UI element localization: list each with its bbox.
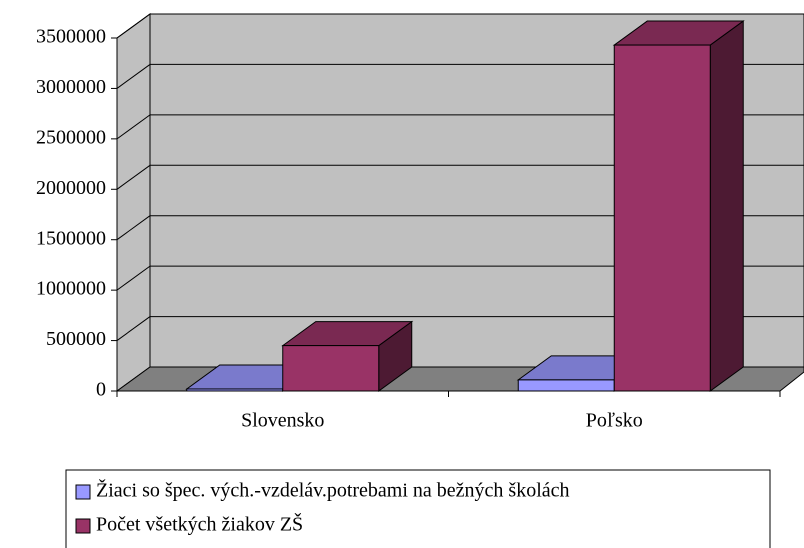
grid-line	[116, 265, 151, 291]
grid-line	[116, 215, 151, 241]
bar	[282, 345, 380, 392]
bar	[186, 388, 284, 392]
legend	[65, 469, 771, 548]
grid-line	[116, 64, 151, 89]
y-tick-label: 1500000	[36, 227, 106, 249]
y-tick-label: 3500000	[36, 26, 106, 48]
grid-line	[116, 114, 151, 140]
grid-line	[116, 316, 151, 341]
x-tick-label: Poľsko	[586, 410, 643, 432]
grid-line	[116, 164, 151, 190]
grid-line	[116, 13, 151, 39]
y-tick-label: 3000000	[36, 76, 106, 98]
y-tick-label: 2500000	[36, 126, 106, 148]
bar	[517, 379, 615, 392]
bar-side	[709, 20, 744, 392]
legend-label: Žiaci so špec. vých.-vzdeláv.potrebami n…	[96, 479, 570, 502]
y-tick-label: 2000000	[36, 177, 106, 199]
side-wall	[116, 13, 151, 392]
legend-swatch	[75, 518, 91, 534]
y-tick-label: 500000	[46, 328, 106, 350]
x-tick-label: Slovensko	[241, 410, 324, 432]
y-tick-label: 0	[96, 379, 106, 401]
bar	[613, 44, 711, 392]
y-tick-label: 1000000	[36, 278, 106, 300]
legend-label: Počet všetkých žiakov ZŠ	[96, 512, 303, 536]
legend-swatch	[75, 484, 91, 500]
